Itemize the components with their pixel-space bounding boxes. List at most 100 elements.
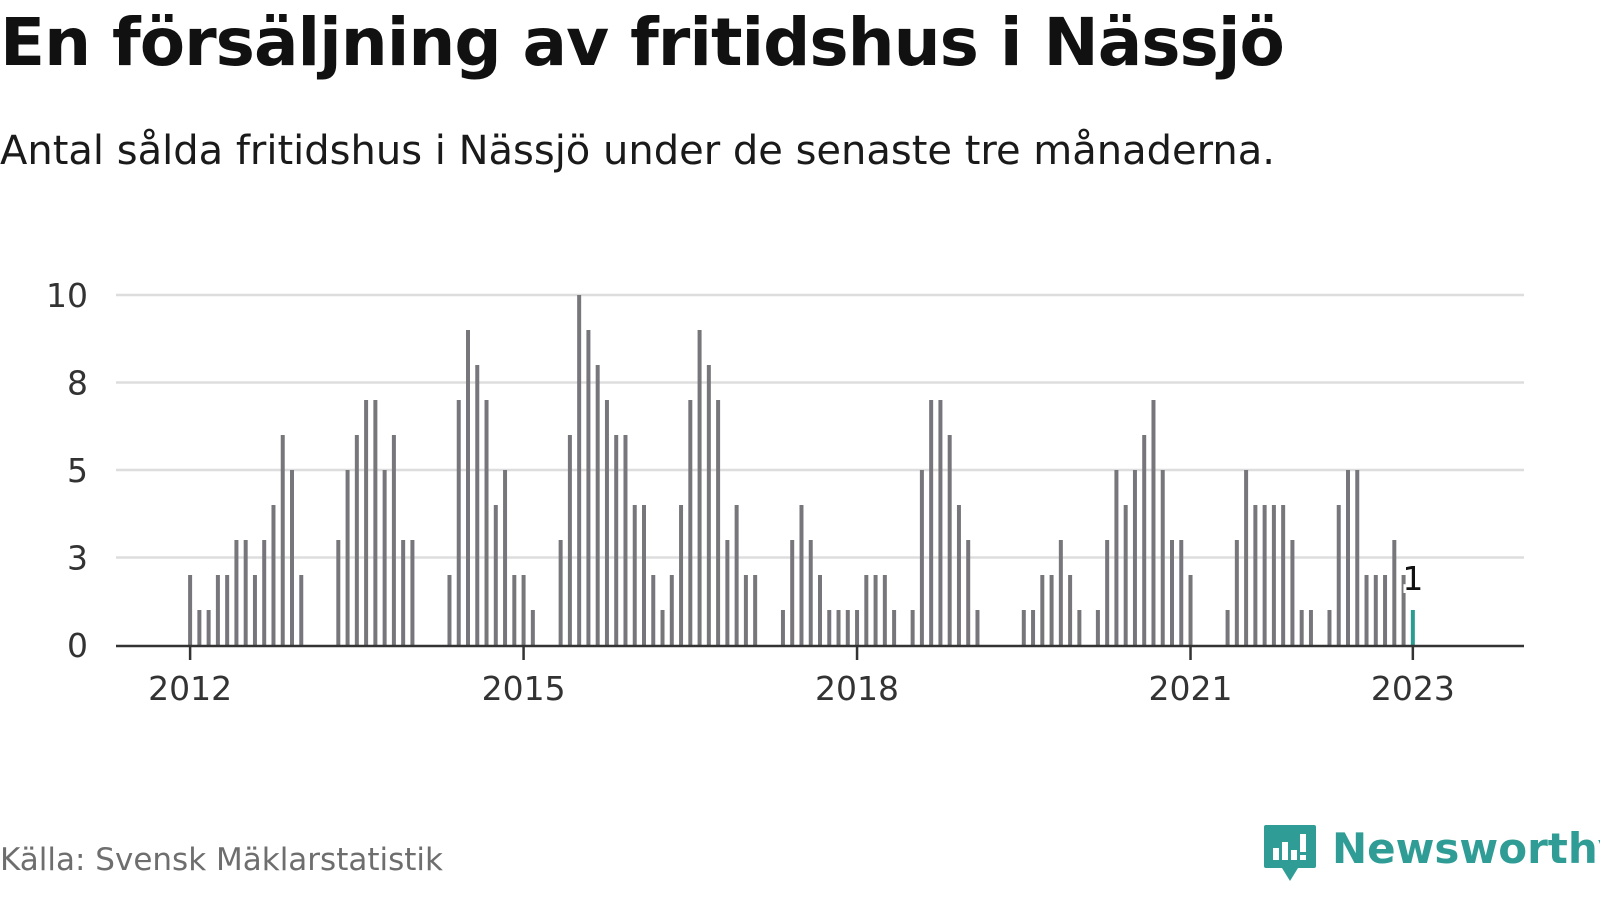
bar xyxy=(299,575,304,645)
bar xyxy=(1290,540,1295,645)
bar xyxy=(947,435,952,645)
bar xyxy=(1308,610,1313,645)
bar xyxy=(252,575,257,645)
bar xyxy=(1336,505,1341,645)
x-tick-label: 2018 xyxy=(815,669,899,708)
bar xyxy=(1142,435,1147,645)
bar xyxy=(1132,470,1137,645)
bar xyxy=(271,505,276,645)
bar xyxy=(827,610,832,645)
bar xyxy=(679,505,684,645)
bar xyxy=(1364,575,1369,645)
bar xyxy=(1040,575,1045,645)
bar xyxy=(512,575,517,645)
bar xyxy=(855,610,860,645)
bar xyxy=(623,435,628,645)
bar xyxy=(1179,540,1184,645)
annotations: 1 xyxy=(1399,556,1426,601)
bar xyxy=(234,540,239,645)
y-tick-label: 8 xyxy=(67,364,88,403)
bar xyxy=(725,540,730,645)
bar xyxy=(956,505,961,645)
chart-title: En försäljning av fritidshus i Nässjö xyxy=(0,4,1285,81)
bar xyxy=(929,400,934,645)
bar xyxy=(1058,540,1063,645)
bar xyxy=(642,505,646,645)
x-tick-label: 2012 xyxy=(148,669,232,708)
bar xyxy=(910,610,915,645)
bar xyxy=(558,540,563,645)
bar xyxy=(1234,540,1239,645)
x-tick-label: 2015 xyxy=(482,669,566,708)
bar xyxy=(1392,540,1397,645)
bar xyxy=(604,400,609,645)
bar xyxy=(651,575,656,645)
bar xyxy=(336,540,341,645)
bar xyxy=(1123,505,1128,645)
bar xyxy=(790,540,795,645)
bar xyxy=(373,400,378,645)
bar xyxy=(503,470,508,645)
bar xyxy=(1225,610,1230,645)
bar xyxy=(345,470,350,645)
bar xyxy=(614,435,619,645)
bar xyxy=(753,575,758,645)
bar xyxy=(493,505,498,645)
bar xyxy=(530,610,535,645)
brand-logo: Newsworthy xyxy=(1262,822,1600,884)
brand-name: Newsworthy xyxy=(1332,824,1600,873)
bar xyxy=(1114,470,1119,645)
bar xyxy=(595,365,600,645)
chart-subtitle: Antal sålda fritidshus i Nässjö under de… xyxy=(0,128,1275,174)
bar xyxy=(225,575,230,645)
bar xyxy=(734,505,739,645)
bar xyxy=(262,540,267,645)
bar xyxy=(818,575,822,645)
bar xyxy=(577,295,582,645)
bar xyxy=(882,575,887,645)
bar xyxy=(1299,610,1304,645)
bar xyxy=(567,435,572,645)
bar xyxy=(1105,540,1110,645)
bars xyxy=(188,295,1415,645)
bar xyxy=(845,610,850,645)
bar xyxy=(391,435,396,645)
bar xyxy=(188,575,193,645)
bar xyxy=(521,575,526,645)
x-tick-label: 2023 xyxy=(1371,669,1455,708)
bar xyxy=(1160,470,1165,645)
bar xyxy=(410,540,415,645)
bar xyxy=(1355,470,1360,645)
bar xyxy=(456,400,461,645)
highlight-value-label: 1 xyxy=(1402,559,1423,598)
bar xyxy=(206,610,211,645)
bar xyxy=(966,540,971,645)
bar xyxy=(938,400,943,645)
bar xyxy=(1188,575,1193,645)
bar xyxy=(632,505,637,645)
bar xyxy=(280,435,285,645)
bar xyxy=(1077,610,1082,645)
bar xyxy=(743,575,748,645)
bar xyxy=(447,575,452,645)
bar xyxy=(1031,610,1036,645)
bar xyxy=(586,330,591,645)
y-tick-label: 10 xyxy=(46,276,88,315)
y-tick-label: 5 xyxy=(67,451,88,490)
bar xyxy=(1327,610,1332,645)
bar xyxy=(1049,575,1054,645)
bar xyxy=(669,575,674,645)
bar xyxy=(1346,470,1350,645)
y-tick-label: 0 xyxy=(67,626,88,665)
bar xyxy=(364,400,369,645)
bar xyxy=(808,540,813,645)
gridlines xyxy=(116,293,1524,559)
x-axis-ticks: 2012 2015 2018 2021 2023 xyxy=(148,646,1455,708)
bar xyxy=(1401,575,1406,645)
bar xyxy=(290,470,294,645)
bar xyxy=(1281,505,1286,645)
bar xyxy=(382,470,387,645)
bar xyxy=(1244,470,1249,645)
bar xyxy=(1068,575,1073,645)
bar xyxy=(1271,505,1276,645)
